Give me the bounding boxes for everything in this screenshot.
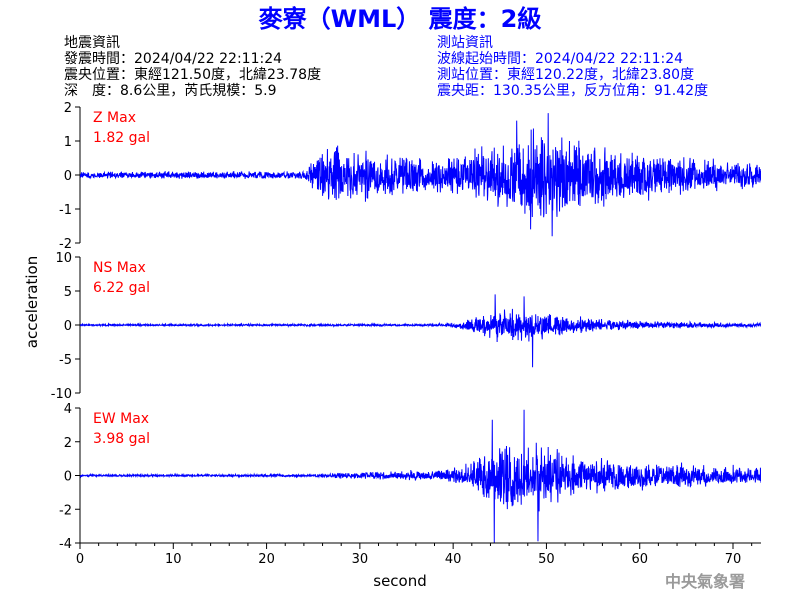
x-tick-label: 10 xyxy=(165,552,182,567)
y-tick-label: 0 xyxy=(64,470,72,485)
y-tick-label: -5 xyxy=(59,353,72,368)
y-tick-label: 5 xyxy=(64,285,72,300)
panel-z: -2 -1 0 1 2 Z Max 1.82 gal xyxy=(59,101,761,252)
y-tick-label: -2 xyxy=(59,503,72,518)
max-value-label: 1.82 gal xyxy=(93,130,150,146)
chart-title: 麥寮（WML） 震度：2級 xyxy=(258,5,542,33)
max-value-label: 3.98 gal xyxy=(93,431,150,447)
station-location: 測站位置：東經120.22度，北緯23.80度 xyxy=(437,67,694,83)
station-info-heading: 測站資訊 xyxy=(437,35,493,51)
event-depth-magnitude: 深 度：8.6公里，芮氏規模：5.9 xyxy=(64,82,277,99)
x-axis-label: second xyxy=(373,572,427,590)
x-tick-label: 50 xyxy=(538,552,555,567)
x-tick-label: 70 xyxy=(725,552,742,567)
x-tick-label: 20 xyxy=(258,552,275,567)
event-info-heading: 地震資訊 xyxy=(64,35,120,51)
agency-footer: 中央氣象署 xyxy=(665,572,745,591)
station-distance-azimuth: 震央距：130.35公里，反方位角：91.42度 xyxy=(437,83,708,99)
y-tick-label: 1 xyxy=(64,135,72,150)
y-tick-label: 2 xyxy=(64,101,72,116)
waveform-z xyxy=(80,113,761,237)
x-tick-label: 40 xyxy=(445,552,462,567)
y-tick-label: 0 xyxy=(64,319,72,334)
max-component-label: NS Max xyxy=(93,260,146,276)
x-tick-label: 0 xyxy=(76,552,84,567)
y-tick-label: -1 xyxy=(59,203,72,218)
max-component-label: EW Max xyxy=(93,411,149,427)
y-tick-label: -4 xyxy=(59,537,72,552)
x-tick-label: 30 xyxy=(352,552,369,567)
y-tick-label: 4 xyxy=(64,402,72,417)
station-info-block: 測站資訊 波線起始時間：2024/04/22 22:11:24 測站位置：東經1… xyxy=(437,35,708,99)
x-tick-label: 60 xyxy=(631,552,648,567)
station-wave-start: 波線起始時間：2024/04/22 22:11:24 xyxy=(437,51,683,67)
y-tick-label: 10 xyxy=(55,251,72,266)
event-epicenter: 震央位置：東經121.50度，北緯23.78度 xyxy=(64,67,321,83)
y-tick-label: 0 xyxy=(64,169,72,184)
y-tick-label: -2 xyxy=(59,237,72,252)
panel-ew: -4 -2 0 2 4 EW Max 3.98 gal xyxy=(59,402,761,552)
waveform-ns xyxy=(80,294,761,368)
y-axis-label: acceleration xyxy=(23,256,41,348)
event-info-block: 地震資訊 發震時間：2024/04/22 22:11:24 震央位置：東經121… xyxy=(64,35,321,99)
y-tick-label: 2 xyxy=(64,436,72,451)
panel-ns: -10 -5 0 5 10 NS Max 6.22 gal xyxy=(51,251,761,402)
waveform-ew xyxy=(80,409,761,543)
y-tick-label: -10 xyxy=(51,387,72,402)
event-origin-time: 發震時間：2024/04/22 22:11:24 xyxy=(64,51,282,67)
x-axis: 0 10 20 30 40 50 60 70 xyxy=(76,542,761,567)
max-component-label: Z Max xyxy=(93,110,136,126)
max-value-label: 6.22 gal xyxy=(93,280,150,296)
